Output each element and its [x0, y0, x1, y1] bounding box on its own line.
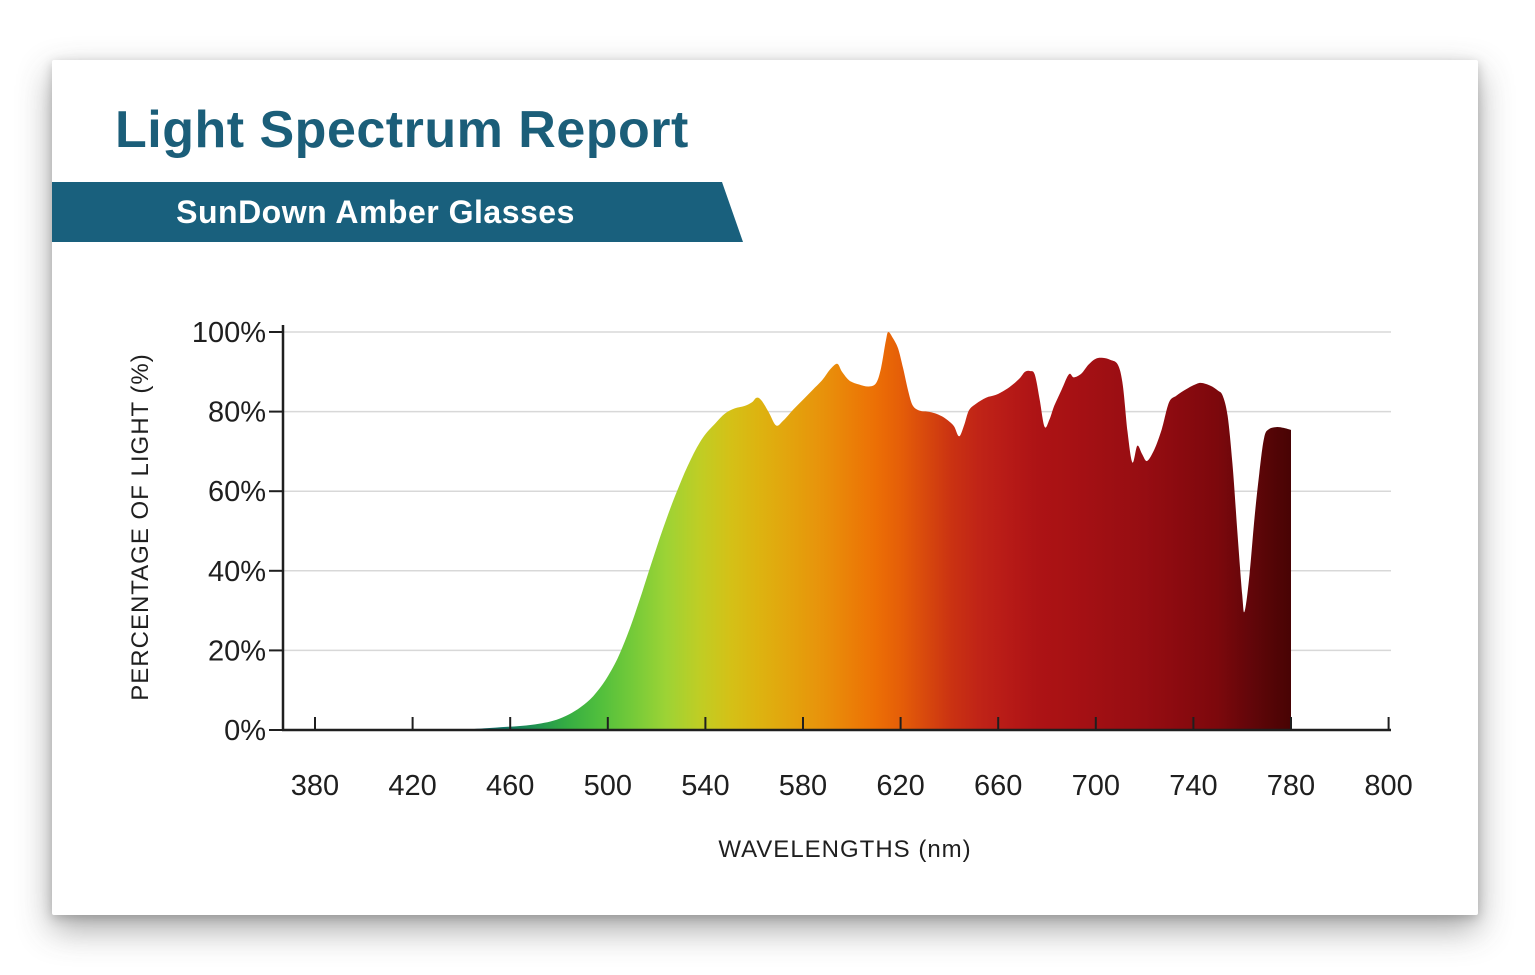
spectrum-area-fill	[461, 331, 1291, 730]
x-tick-label: 500	[584, 770, 632, 802]
y-tick-label: 60%	[208, 476, 266, 508]
x-tick-label: 420	[388, 770, 436, 802]
subtitle-banner: SunDown Amber Glasses	[52, 182, 743, 242]
x-tick-labels: 380 420 460 500 540 580 620 660 700 740 780 800	[291, 770, 1413, 802]
y-tick-label: 40%	[208, 556, 266, 588]
y-tick-label: 20%	[208, 635, 266, 667]
x-tick-label: 740	[1169, 770, 1217, 802]
y-tick-label: 80%	[208, 397, 266, 429]
spectrum-chart: 380 420 460 500 540 580 620 660 700 740 780 800 100…	[127, 317, 1413, 863]
axis-lines	[281, 325, 1391, 732]
x-tick-label: 660	[974, 770, 1022, 802]
subtitle-banner-label: SunDown Amber Glasses	[176, 193, 575, 230]
y-axis-ticks	[269, 331, 283, 731]
x-axis-ticks	[314, 717, 1390, 730]
y-tick-label: 100%	[192, 317, 266, 349]
y-axis-title: PERCENTAGE OF LIGHT (%)	[127, 353, 154, 700]
x-tick-label: 620	[876, 770, 924, 802]
page-title: Light Spectrum Report	[115, 101, 689, 159]
x-tick-label: 580	[779, 770, 827, 802]
x-axis-title: WAVELENGTHS (nm)	[718, 836, 971, 863]
x-tick-label: 800	[1364, 770, 1412, 802]
report-card: Light Spectrum Report SunDown Amber Glas…	[52, 60, 1478, 915]
x-tick-label: 380	[291, 770, 339, 802]
y-tick-labels: 100% 80% 60% 40% 20% 0%	[192, 317, 266, 747]
x-tick-label: 540	[681, 770, 729, 802]
x-tick-label: 700	[1072, 770, 1120, 802]
x-tick-label: 460	[486, 770, 534, 802]
y-tick-label: 0%	[224, 715, 266, 747]
x-tick-label: 780	[1267, 770, 1315, 802]
